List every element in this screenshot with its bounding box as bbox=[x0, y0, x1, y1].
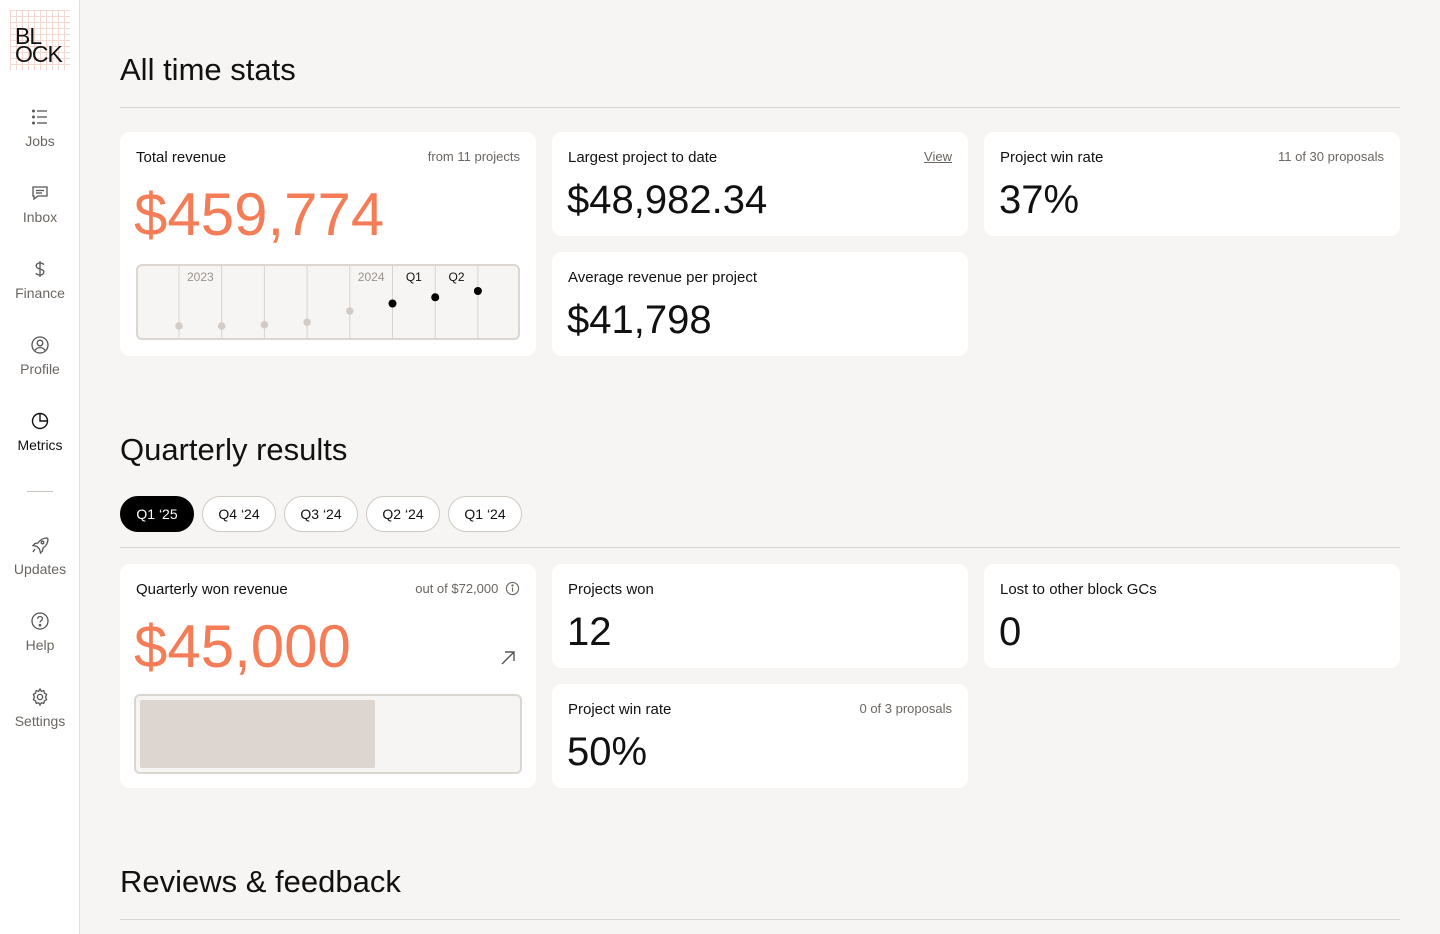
tab-q1-24[interactable]: Q1 ‘24 bbox=[448, 496, 522, 532]
total-revenue-value: $459,774 bbox=[134, 181, 385, 248]
section-divider bbox=[120, 919, 1400, 920]
gear-icon bbox=[32, 687, 48, 707]
sidebar-item-jobs[interactable]: Jobs bbox=[0, 107, 80, 167]
quarterly-win-rate-card: Project win rate 0 of 3 proposals 50% bbox=[552, 684, 968, 788]
total-revenue-card: Total revenue from 11 projects $459,774 … bbox=[120, 132, 536, 356]
sidebar-item-label: Updates bbox=[13, 561, 67, 577]
sidebar-item-label: Help bbox=[25, 637, 55, 653]
projects-won-value: 12 bbox=[567, 610, 612, 654]
sidebar-item-help[interactable]: Help bbox=[0, 611, 80, 671]
quarterly-results-title: Quarterly results bbox=[120, 432, 348, 467]
message-icon bbox=[32, 186, 48, 201]
revenue-timeline-chart: 2023 2024 Q1 Q2 bbox=[136, 264, 520, 340]
logo-line-2: OCK bbox=[15, 41, 63, 67]
chart-period-label: 2024 bbox=[358, 270, 385, 284]
arrow-up-right-icon[interactable] bbox=[498, 648, 518, 668]
chart-period-label: Q2 bbox=[449, 270, 465, 284]
sidebar-item-label: Jobs bbox=[25, 133, 55, 149]
sidebar-item-inbox[interactable]: Inbox bbox=[0, 183, 80, 243]
all-time-stats-title: All time stats bbox=[120, 52, 296, 87]
avg-revenue-label: Average revenue per project bbox=[568, 269, 758, 286]
quarterly-won-revenue-value: $45,000 bbox=[134, 613, 351, 680]
sidebar-item-label: Settings bbox=[14, 713, 66, 729]
quarterly-win-rate-meta: 0 of 3 proposals bbox=[859, 701, 952, 716]
revenue-timeline-svg: 2023 2024 Q1 Q2 bbox=[175, 266, 482, 338]
chart-point bbox=[260, 320, 269, 329]
chart-point bbox=[175, 322, 183, 330]
lost-to-gcs-label: Lost to other block GCs bbox=[1000, 581, 1157, 598]
tab-q1-25[interactable]: Q1 ‘25 bbox=[120, 496, 194, 532]
largest-project-card: Largest project to date View $48,982.34 bbox=[552, 132, 968, 236]
rocket-icon bbox=[31, 537, 49, 555]
sidebar-item-metrics[interactable]: Metrics bbox=[0, 411, 80, 471]
chart-point bbox=[303, 318, 311, 327]
chart-point bbox=[473, 287, 482, 295]
largest-project-label: Largest project to date bbox=[568, 149, 718, 166]
quarterly-won-revenue-label: Quarterly won revenue bbox=[136, 581, 288, 598]
chart-period-label: 2023 bbox=[187, 270, 214, 284]
info-icon[interactable] bbox=[505, 581, 520, 596]
win-rate-value: 37% bbox=[999, 178, 1080, 222]
quarterly-won-revenue-card: Quarterly won revenue out of $72,000 $45… bbox=[120, 564, 536, 788]
dollar-icon bbox=[35, 261, 45, 277]
logo-line-1: BL bbox=[15, 23, 42, 49]
sidebar-item-label: Finance bbox=[15, 285, 65, 301]
revenue-progress-bar bbox=[134, 694, 522, 774]
block-logo[interactable]: BL OCK bbox=[10, 10, 70, 70]
chart-period-label: Q1 bbox=[406, 270, 422, 284]
quarterly-won-revenue-meta: out of $72,000 bbox=[415, 581, 520, 596]
sidebar-divider bbox=[27, 491, 53, 492]
lost-to-gcs-value: 0 bbox=[999, 610, 1022, 654]
pie-chart-icon bbox=[31, 412, 49, 430]
chart-point bbox=[431, 293, 440, 302]
chart-point bbox=[388, 299, 397, 308]
sidebar-item-finance[interactable]: Finance bbox=[0, 259, 80, 319]
projects-won-label: Projects won bbox=[568, 581, 654, 598]
win-rate-meta: 11 of 30 proposals bbox=[1278, 149, 1384, 164]
sidebar-item-settings[interactable]: Settings bbox=[0, 687, 80, 747]
help-circle-icon bbox=[31, 612, 49, 630]
quarterly-win-rate-value: 50% bbox=[567, 730, 648, 774]
quarterly-target-text: out of $72,000 bbox=[415, 581, 499, 596]
total-revenue-meta: from 11 projects bbox=[427, 149, 520, 164]
list-icon bbox=[32, 109, 47, 125]
projects-won-card: Projects won 12 bbox=[552, 564, 968, 668]
section-divider bbox=[120, 547, 1400, 548]
user-circle-icon bbox=[31, 336, 49, 354]
sidebar-item-profile[interactable]: Profile bbox=[0, 335, 80, 395]
sidebar-item-updates[interactable]: Updates bbox=[0, 535, 80, 595]
total-revenue-label: Total revenue bbox=[136, 149, 227, 166]
chart-point bbox=[217, 322, 226, 330]
quarterly-win-rate-label: Project win rate bbox=[568, 701, 672, 718]
sidebar-item-label: Metrics bbox=[17, 437, 63, 453]
tab-q2-24[interactable]: Q2 ‘24 bbox=[366, 496, 440, 532]
lost-to-gcs-card: Lost to other block GCs 0 bbox=[984, 564, 1400, 668]
sidebar-item-label: Profile bbox=[20, 361, 60, 377]
reviews-feedback-title: Reviews & feedback bbox=[120, 864, 401, 899]
largest-project-value: $48,982.34 bbox=[567, 178, 768, 222]
view-largest-project-link[interactable]: View bbox=[924, 149, 952, 164]
win-rate-label: Project win rate bbox=[1000, 149, 1104, 166]
avg-revenue-value: $41,798 bbox=[567, 298, 712, 342]
tab-q4-24[interactable]: Q4 ‘24 bbox=[202, 496, 276, 532]
chart-point bbox=[346, 307, 354, 315]
tab-q3-24[interactable]: Q3 ‘24 bbox=[284, 496, 358, 532]
sidebar: BL OCK Jobs Inbox Finance Profile Metric… bbox=[0, 0, 80, 934]
avg-revenue-card: Average revenue per project $41,798 bbox=[552, 252, 968, 356]
section-divider bbox=[120, 107, 1400, 108]
sidebar-item-label: Inbox bbox=[22, 209, 58, 225]
revenue-progress-fill bbox=[140, 700, 375, 768]
win-rate-card: Project win rate 11 of 30 proposals 37% bbox=[984, 132, 1400, 236]
